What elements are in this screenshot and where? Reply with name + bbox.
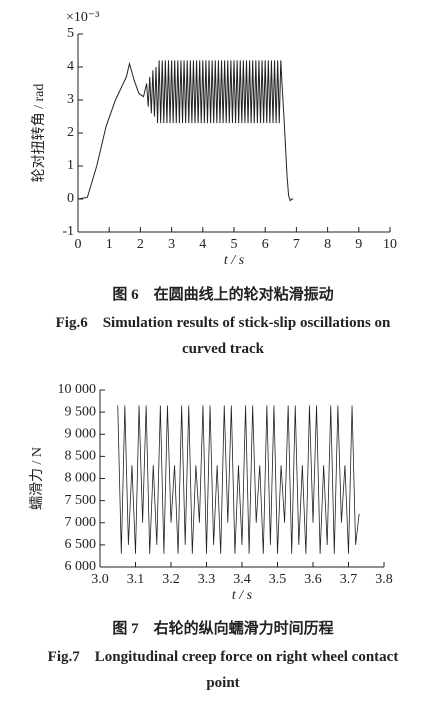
x-tick-label: 10 bbox=[383, 237, 397, 252]
y-multiplier: ×10⁻³ bbox=[66, 10, 99, 25]
y-axis-label: 蠕滑力 / N bbox=[28, 447, 45, 510]
x-axis-label: t / s bbox=[224, 253, 245, 268]
x-tick-label: 3.0 bbox=[91, 572, 109, 587]
y-tick-label: 10 000 bbox=[58, 382, 97, 397]
x-tick-label: 5 bbox=[231, 237, 238, 252]
y-tick-label: 2 bbox=[67, 125, 74, 140]
x-tick-label: 3.8 bbox=[375, 572, 393, 587]
y-tick-label: 7 000 bbox=[65, 515, 97, 530]
y-axis-label: 轮对扭转角 / rad bbox=[31, 84, 47, 183]
y-tick-label: 6 000 bbox=[65, 559, 97, 574]
x-tick-label: 0 bbox=[75, 237, 82, 252]
x-tick-label: 3.6 bbox=[304, 572, 322, 587]
x-tick-label: 3 bbox=[168, 237, 175, 252]
x-tick-label: 9 bbox=[355, 237, 362, 252]
y-tick-label: -1 bbox=[62, 224, 74, 239]
caption: 图 7 右轮的纵向蠕滑力时间历程 Fig.7 Longitudinal creep… bbox=[40, 616, 406, 696]
x-tick-label: 3.5 bbox=[269, 572, 287, 587]
y-tick-label: 1 bbox=[67, 158, 74, 173]
y-tick-label: 5 bbox=[67, 26, 74, 41]
x-tick-label: 3.7 bbox=[340, 572, 358, 587]
data-line bbox=[77, 60, 294, 202]
y-tick-label: 8 500 bbox=[65, 449, 97, 464]
caption-en: Fig.7 Longitudinal creep force on right … bbox=[47, 649, 399, 691]
data-line bbox=[117, 405, 360, 554]
y-tick-label: 6 500 bbox=[65, 537, 97, 552]
caption: 图 6 在圆曲线上的轮对粘滑振动 Fig.6 Simulation results… bbox=[40, 282, 406, 362]
y-tick-label: 4 bbox=[67, 59, 74, 74]
x-tick-label: 3.1 bbox=[127, 572, 145, 587]
caption-en: Fig.6 Simulation results of stick-slip o… bbox=[55, 315, 391, 357]
x-tick-label: 7 bbox=[293, 237, 300, 252]
caption-cn: 图 7 右轮的纵向蠕滑力时间历程 bbox=[112, 621, 334, 637]
y-tick-label: 0 bbox=[67, 191, 74, 206]
x-tick-label: 1 bbox=[106, 237, 113, 252]
y-tick-label: 9 000 bbox=[65, 426, 97, 441]
x-tick-label: 8 bbox=[324, 237, 331, 252]
y-tick-label: 8 000 bbox=[65, 471, 97, 486]
caption-cn: 图 6 在圆曲线上的轮对粘滑振动 bbox=[112, 287, 334, 303]
y-tick-label: 3 bbox=[67, 92, 74, 107]
x-tick-label: 2 bbox=[137, 237, 144, 252]
caption-box: 图 6 在圆曲线上的轮对粘滑振动 Fig.6 Simulation results… bbox=[40, 282, 406, 362]
x-tick-label: 3.2 bbox=[162, 572, 180, 587]
x-tick-label: 6 bbox=[262, 237, 269, 252]
y-tick-label: 7 500 bbox=[65, 493, 97, 508]
x-tick-label: 4 bbox=[199, 237, 206, 252]
x-tick-label: 3.4 bbox=[233, 572, 251, 587]
x-axis-label: t / s bbox=[232, 588, 253, 603]
y-tick-label: 9 500 bbox=[65, 404, 97, 419]
caption-box: 图 7 右轮的纵向蠕滑力时间历程 Fig.7 Longitudinal creep… bbox=[40, 616, 406, 696]
x-tick-label: 3.3 bbox=[198, 572, 216, 587]
